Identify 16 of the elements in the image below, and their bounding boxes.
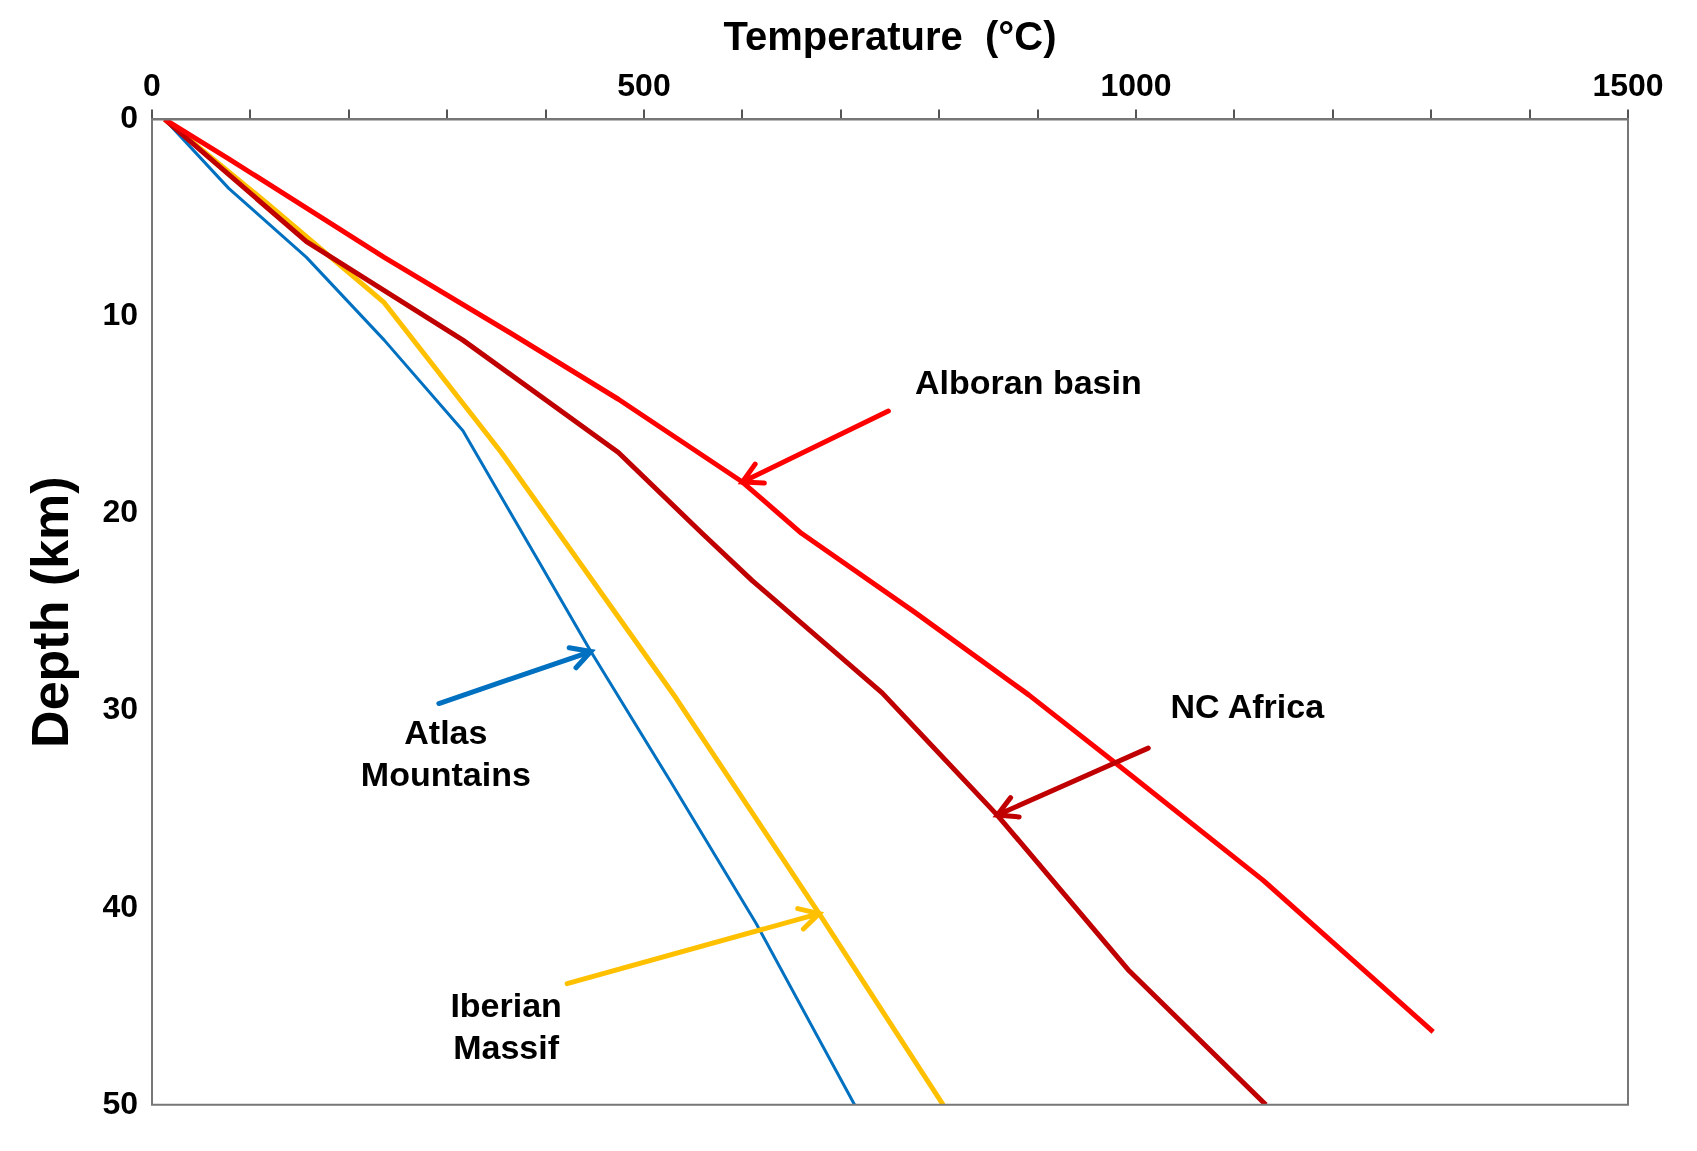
x-axis-title: Temperature (°C) <box>723 14 1057 59</box>
y-tick-label: 0 <box>120 99 138 136</box>
y-tick-label: 50 <box>102 1084 138 1121</box>
x-tick-label: 1000 <box>1100 67 1172 104</box>
y-tick-label: 20 <box>102 493 138 530</box>
annotation: Alboran basin <box>915 362 1142 403</box>
annotation: NC Africa <box>1170 686 1325 728</box>
y-axis-title: Depth (km) <box>20 476 79 748</box>
x-tick-label: 0 <box>143 67 161 104</box>
y-tick-label: 30 <box>102 690 138 727</box>
y-tick-label: 40 <box>102 887 138 924</box>
x-tick-label: 500 <box>617 67 671 104</box>
annotation: Atlas Mountains <box>360 711 531 795</box>
y-tick-label: 10 <box>102 296 138 333</box>
x-tick-label: 1500 <box>1592 67 1664 104</box>
annotation: Iberian Massif <box>450 984 562 1068</box>
